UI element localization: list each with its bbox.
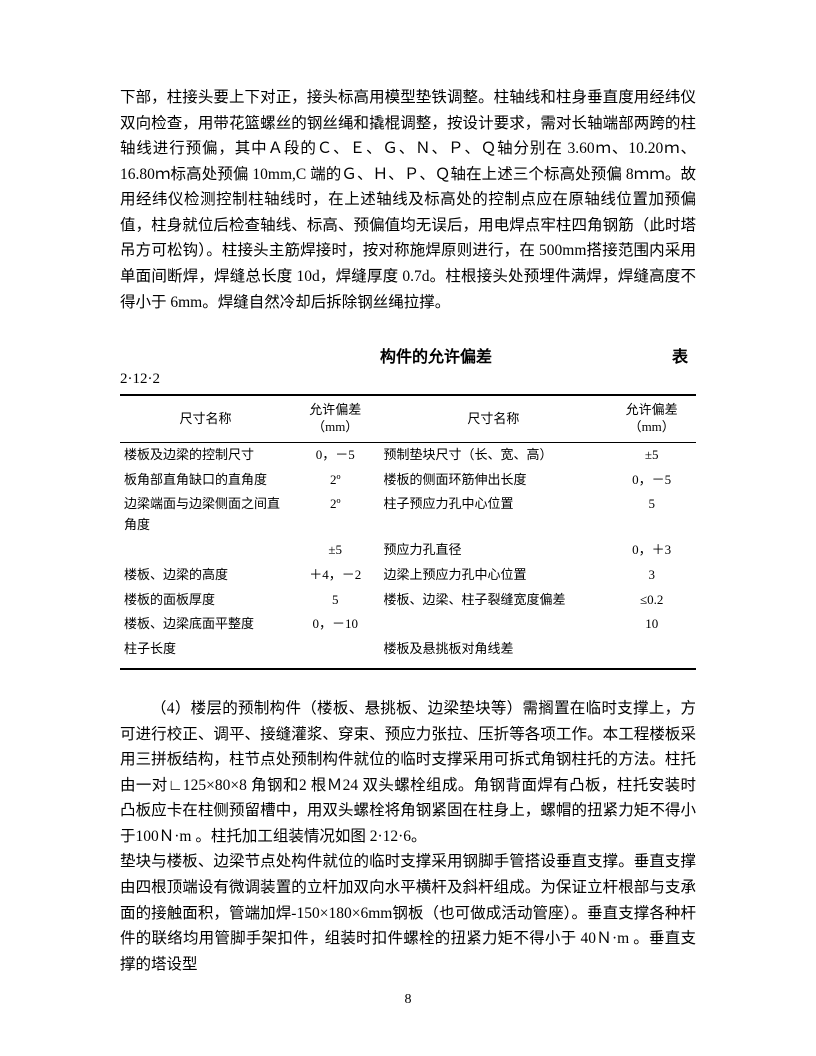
- cell-name-right: 楼板的侧面环筋伸出长度: [380, 468, 608, 493]
- cell-tol-right: 0，＋3: [607, 538, 696, 563]
- cell-name-left: 边梁端面与边梁侧面之间直角度: [120, 492, 291, 538]
- cell-name-right: 预制垫块尺寸（长、宽、高）: [380, 442, 608, 467]
- th-tol-left: 允许偏差（mm）: [291, 395, 380, 442]
- spec-table: 尺寸名称 允许偏差（mm） 尺寸名称 允许偏差（mm） 楼板及边梁的控制尺寸0，…: [120, 394, 696, 670]
- paragraph-2a: （4）楼层的预制构件（楼板、悬挑板、边梁垫块等）需搁置在临时支撑上，方可进行校正…: [120, 696, 696, 849]
- cell-name-left: [120, 538, 291, 563]
- th-tol-right: 允许偏差（mm）: [607, 395, 696, 442]
- table-row: 柱子长度 楼板及悬挑板对角线差: [120, 637, 696, 669]
- cell-name-right: [380, 612, 608, 637]
- cell-name-left: 柱子长度: [120, 637, 291, 669]
- table-row: 边梁端面与边梁侧面之间直角度2º柱子预应力孔中心位置5: [120, 492, 696, 538]
- table-label: 表: [672, 343, 696, 367]
- table-row: ±5预应力孔直径0，＋3: [120, 538, 696, 563]
- cell-tol-left: 2º: [291, 492, 380, 538]
- paragraph-2: （4）楼层的预制构件（楼板、悬挑板、边梁垫块等）需搁置在临时支撑上，方可进行校正…: [120, 696, 696, 977]
- cell-tol-right: 3: [607, 563, 696, 588]
- cell-tol-left: 5: [291, 588, 380, 613]
- table-row: 楼板的面板厚度5楼板、边梁、柱子裂缝宽度偏差≤0.2: [120, 588, 696, 613]
- cell-tol-right: 10: [607, 612, 696, 637]
- cell-tol-left: [291, 637, 380, 669]
- table-title: 构件的允许偏差: [200, 343, 672, 367]
- cell-tol-left: 0，－10: [291, 612, 380, 637]
- paragraph-1: 下部，柱接头要上下对正，接头标高用模型垫铁调整。柱轴线和柱身垂直度用经纬仪双向检…: [120, 85, 696, 315]
- table-number: 2·12·2: [120, 371, 696, 388]
- cell-name-right: 柱子预应力孔中心位置: [380, 492, 608, 538]
- cell-tol-right: 0，－5: [607, 468, 696, 493]
- table-row: 楼板及边梁的控制尺寸0，－5预制垫块尺寸（长、宽、高）±5: [120, 442, 696, 467]
- cell-tol-left: ±5: [291, 538, 380, 563]
- cell-name-left: 板角部直角缺口的直角度: [120, 468, 291, 493]
- table-row: 楼板、边梁的高度＋4，－2边梁上预应力孔中心位置3: [120, 563, 696, 588]
- cell-tol-left: ＋4，－2: [291, 563, 380, 588]
- cell-name-left: 楼板及边梁的控制尺寸: [120, 442, 291, 467]
- cell-name-left: 楼板的面板厚度: [120, 588, 291, 613]
- cell-tol-left: 2º: [291, 468, 380, 493]
- th-name-left: 尺寸名称: [120, 395, 291, 442]
- cell-tol-right: ±5: [607, 442, 696, 467]
- th-name-right: 尺寸名称: [380, 395, 608, 442]
- cell-tol-right: 5: [607, 492, 696, 538]
- table-row: 板角部直角缺口的直角度2º楼板的侧面环筋伸出长度0，－5: [120, 468, 696, 493]
- cell-tol-left: 0，－5: [291, 442, 380, 467]
- table-row: 楼板、边梁底面平整度0，－10 10: [120, 612, 696, 637]
- table-header-row: 构件的允许偏差 表: [120, 343, 696, 367]
- paragraph-2b: 垫块与楼板、边梁节点处构件就位的临时支撑采用钢脚手管搭设垂直支撑。垂直支撑由四根…: [120, 849, 696, 977]
- cell-name-right: 楼板、边梁、柱子裂缝宽度偏差: [380, 588, 608, 613]
- cell-name-left: 楼板、边梁底面平整度: [120, 612, 291, 637]
- cell-tol-right: [607, 637, 696, 669]
- cell-tol-right: ≤0.2: [607, 588, 696, 613]
- cell-name-right: 预应力孔直径: [380, 538, 608, 563]
- page-number: 8: [0, 992, 816, 1008]
- cell-name-right: 楼板及悬挑板对角线差: [380, 637, 608, 669]
- cell-name-right: 边梁上预应力孔中心位置: [380, 563, 608, 588]
- cell-name-left: 楼板、边梁的高度: [120, 563, 291, 588]
